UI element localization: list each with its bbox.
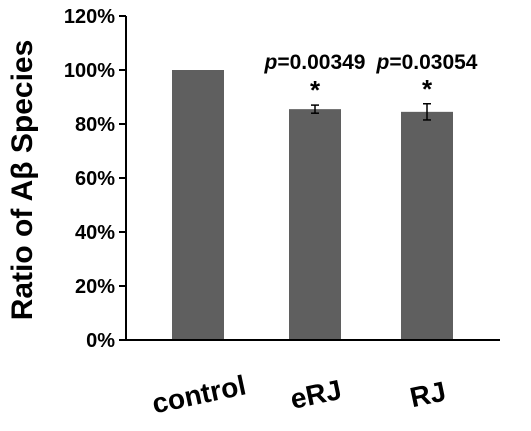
- y-tick-label: 20%: [75, 276, 115, 298]
- bar-erj: [289, 109, 341, 341]
- p-value-prefix: p: [375, 51, 389, 74]
- p-value-label: p=0.03054: [375, 51, 477, 74]
- p-value-number: =0.03054: [389, 51, 477, 74]
- bar-rj: [401, 111, 453, 340]
- p-value-label: p=0.00349: [263, 51, 365, 74]
- y-tick-label: 80%: [75, 114, 115, 136]
- y-tick-label: 60%: [75, 168, 115, 190]
- y-axis-label: Ratio of Aβ Species: [6, 40, 39, 321]
- x-category-label: eRJ: [288, 374, 345, 415]
- bar-control: [172, 70, 224, 340]
- significance-star: *: [310, 75, 321, 105]
- x-category-label: RJ: [407, 376, 448, 414]
- significance-star: *: [422, 74, 433, 104]
- p-value-number: =0.00349: [277, 51, 365, 74]
- y-tick-label: 40%: [75, 222, 115, 244]
- y-tick-label: 100%: [64, 60, 115, 82]
- y-tick-label: 120%: [64, 6, 115, 28]
- x-category-label: control: [149, 369, 248, 419]
- y-tick-label: 0%: [86, 330, 115, 352]
- p-value-prefix: p: [263, 51, 277, 74]
